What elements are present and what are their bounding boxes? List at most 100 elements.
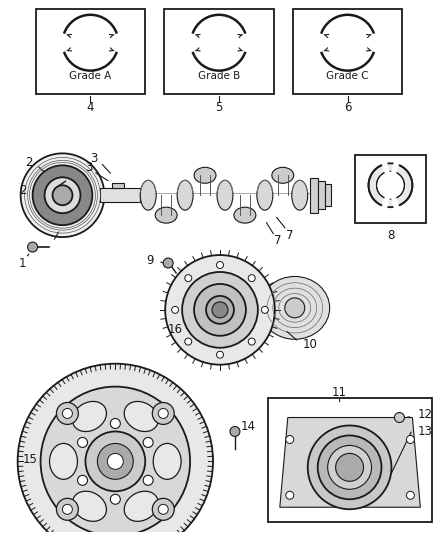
Bar — [325, 184, 331, 206]
Circle shape — [285, 298, 305, 318]
Text: 6: 6 — [344, 101, 351, 114]
Ellipse shape — [194, 167, 216, 183]
Circle shape — [57, 498, 78, 520]
Ellipse shape — [140, 180, 156, 210]
Ellipse shape — [72, 491, 106, 521]
Circle shape — [194, 284, 246, 336]
Text: 16: 16 — [168, 324, 183, 336]
Bar — [318, 181, 325, 209]
Circle shape — [406, 491, 414, 499]
Circle shape — [53, 185, 72, 205]
Text: Grade A: Grade A — [69, 70, 112, 80]
Bar — [35, 9, 145, 94]
Circle shape — [62, 504, 72, 514]
Circle shape — [78, 438, 88, 447]
Ellipse shape — [165, 255, 275, 365]
Circle shape — [62, 408, 72, 418]
Ellipse shape — [49, 443, 78, 479]
Text: 3: 3 — [90, 152, 97, 165]
Text: 12: 12 — [417, 408, 432, 421]
Ellipse shape — [292, 180, 308, 210]
Ellipse shape — [234, 207, 256, 223]
Circle shape — [248, 338, 255, 345]
Bar — [268, 398, 432, 522]
Circle shape — [41, 386, 190, 533]
Bar — [164, 9, 274, 94]
Circle shape — [248, 274, 255, 281]
Circle shape — [45, 177, 81, 213]
Circle shape — [97, 443, 133, 479]
Ellipse shape — [177, 180, 193, 210]
Text: Grade B: Grade B — [198, 70, 240, 80]
Circle shape — [216, 351, 223, 358]
Circle shape — [368, 163, 413, 207]
Circle shape — [110, 494, 120, 504]
Ellipse shape — [124, 401, 158, 432]
Circle shape — [230, 426, 240, 437]
Circle shape — [212, 302, 228, 318]
Text: 4: 4 — [87, 101, 94, 114]
Circle shape — [185, 274, 192, 281]
Circle shape — [110, 418, 120, 429]
Circle shape — [152, 402, 174, 424]
Circle shape — [395, 413, 404, 423]
Circle shape — [216, 262, 223, 269]
Bar — [310, 178, 318, 213]
Text: 2: 2 — [25, 156, 32, 169]
Text: 15: 15 — [23, 453, 38, 466]
Circle shape — [182, 272, 258, 348]
Circle shape — [143, 438, 153, 447]
Circle shape — [328, 446, 371, 489]
Text: Grade C: Grade C — [326, 70, 369, 80]
Text: 5: 5 — [215, 101, 223, 114]
Circle shape — [143, 475, 153, 486]
Text: 1: 1 — [19, 256, 26, 270]
Circle shape — [107, 454, 124, 470]
Circle shape — [206, 296, 234, 324]
Circle shape — [406, 435, 414, 443]
Ellipse shape — [72, 401, 106, 432]
Circle shape — [152, 498, 174, 520]
Circle shape — [32, 165, 92, 225]
Circle shape — [377, 171, 404, 199]
Text: 7: 7 — [274, 233, 282, 247]
Circle shape — [286, 491, 294, 499]
Circle shape — [336, 454, 364, 481]
Circle shape — [163, 258, 173, 268]
Circle shape — [57, 402, 78, 424]
Circle shape — [185, 338, 192, 345]
Ellipse shape — [257, 180, 273, 210]
Ellipse shape — [155, 207, 177, 223]
Circle shape — [172, 306, 179, 313]
Text: 9: 9 — [146, 254, 154, 266]
Text: 14: 14 — [240, 420, 255, 433]
Ellipse shape — [272, 167, 294, 183]
Circle shape — [21, 154, 104, 237]
Circle shape — [28, 242, 38, 252]
Text: 2: 2 — [19, 184, 26, 197]
Circle shape — [261, 306, 268, 313]
Bar — [112, 183, 124, 188]
Text: 7: 7 — [286, 229, 293, 241]
Bar — [355, 155, 426, 223]
Ellipse shape — [260, 277, 330, 340]
Circle shape — [286, 435, 294, 443]
Ellipse shape — [153, 443, 181, 479]
Circle shape — [318, 435, 381, 499]
Text: 13: 13 — [417, 425, 432, 438]
Text: 10: 10 — [302, 338, 317, 351]
Ellipse shape — [217, 180, 233, 210]
Circle shape — [308, 425, 392, 509]
Text: 11: 11 — [332, 386, 347, 399]
Bar — [293, 9, 403, 94]
Circle shape — [78, 475, 88, 486]
Circle shape — [85, 432, 145, 491]
Ellipse shape — [124, 491, 158, 521]
Circle shape — [158, 504, 168, 514]
Text: 3: 3 — [85, 161, 92, 174]
Circle shape — [158, 408, 168, 418]
Bar — [100, 188, 140, 202]
Circle shape — [18, 364, 213, 533]
Polygon shape — [280, 417, 420, 507]
Text: 8: 8 — [387, 229, 394, 241]
